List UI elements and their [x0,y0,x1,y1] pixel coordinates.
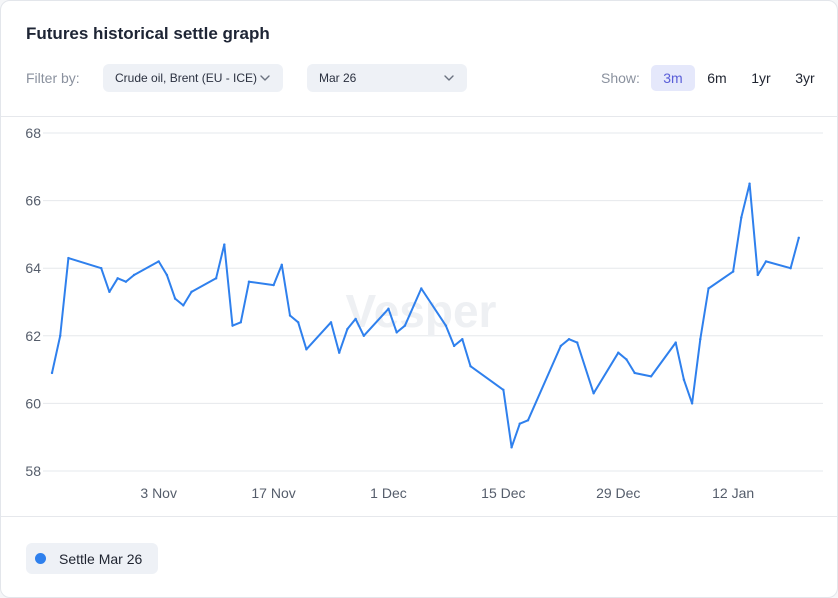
data-point [354,317,357,321]
x-tick-label: 1 Dec [370,485,407,501]
data-point [789,267,792,270]
data-point [157,260,160,263]
watermark-logo: Vesper [346,285,497,337]
x-tick-label: 17 Nov [251,485,295,501]
data-point [296,321,300,324]
data-point [682,378,686,381]
data-point [50,371,54,375]
data-point [731,270,735,273]
data-point [387,307,390,310]
data-point [756,273,759,277]
range-button-6m[interactable]: 6m [707,70,727,86]
data-point [699,337,702,341]
header-divider [1,116,837,117]
data-point [576,341,579,344]
legend-dot-icon [35,553,46,564]
data-point [452,344,456,348]
data-point [223,243,226,246]
data-point [674,341,677,344]
data-point [526,419,530,422]
data-point [280,263,283,267]
data-point [124,280,128,283]
data-point [649,375,653,378]
data-point [510,446,513,449]
data-point [444,324,448,327]
data-point [329,321,333,324]
page-title: Futures historical settle graph [26,24,270,43]
contract-select-value: Mar 26 [319,71,357,85]
data-point [567,337,571,341]
x-tick-label: 12 Jan [712,485,754,501]
x-tick-label: 15 Dec [481,485,525,501]
data-point [247,280,251,283]
data-point [338,351,341,354]
data-point [108,290,111,294]
data-point [288,314,292,317]
data-point [502,388,505,392]
y-tick-label: 68 [25,125,41,141]
data-point [617,351,620,354]
x-axis-ticks: 3 Nov 17 Nov 1 Dec 15 Dec 29 Dec 12 Jan [140,485,754,501]
data-point [797,236,800,239]
data-point [305,348,308,351]
legend-divider [1,516,837,517]
data-point [362,334,366,337]
y-tick-label: 66 [25,193,41,209]
data-point [231,324,234,327]
y-tick-label: 60 [25,395,41,411]
y-tick-label: 62 [25,328,41,344]
data-point [420,287,423,290]
data-point [469,365,472,368]
series-line-settle [51,182,800,449]
data-point [116,277,119,280]
data-point [239,321,242,324]
y-tick-label: 58 [25,463,41,479]
filter-label: Filter by: [26,70,80,86]
data-point [165,273,169,277]
data-point [518,422,521,425]
data-point [559,344,563,348]
commodity-select-value: Crude oil, Brent (EU - ICE) [115,71,258,85]
legend-item-settle[interactable]: Settle Mar 26 [26,543,159,574]
chevron-down-icon [260,75,270,81]
data-point [633,371,636,375]
data-point [764,260,768,263]
data-point [214,277,218,280]
data-point [190,290,193,294]
contract-select[interactable]: Mar 26 [307,64,467,92]
commodity-select[interactable]: Crude oil, Brent (EU - ICE) [103,64,283,92]
y-tick-label: 64 [25,260,41,276]
data-point [59,334,62,337]
data-point [403,324,407,327]
data-point [707,287,710,290]
data-point [272,283,275,287]
x-tick-label: 29 Dec [596,485,640,501]
x-tick-label: 3 Nov [140,485,177,501]
y-axis-ticks: 58 60 62 64 66 68 [25,125,41,479]
data-point [748,182,751,185]
settle-line-chart: Vesper 58 60 62 64 66 68 3 Nov 17 Nov 1 Dec 15 D… [25,125,823,501]
range-button-3m[interactable]: 3m [651,65,695,91]
data-point [100,267,103,270]
data-point [346,327,349,331]
range-button-1yr[interactable]: 1yr [751,70,771,86]
data-point [395,331,398,334]
data-point [592,392,595,395]
data-point [740,216,743,219]
data-point [182,304,185,307]
data-point [67,256,70,260]
data-point [173,297,177,300]
data-point [625,358,628,361]
range-button-3yr[interactable]: 3yr [795,70,815,86]
data-point [690,402,694,405]
series-layer [50,182,800,449]
show-label: Show: [601,70,640,86]
data-point [132,273,136,277]
chevron-down-icon [444,75,454,81]
legend-label: Settle Mar 26 [59,550,143,567]
data-point [461,337,464,341]
